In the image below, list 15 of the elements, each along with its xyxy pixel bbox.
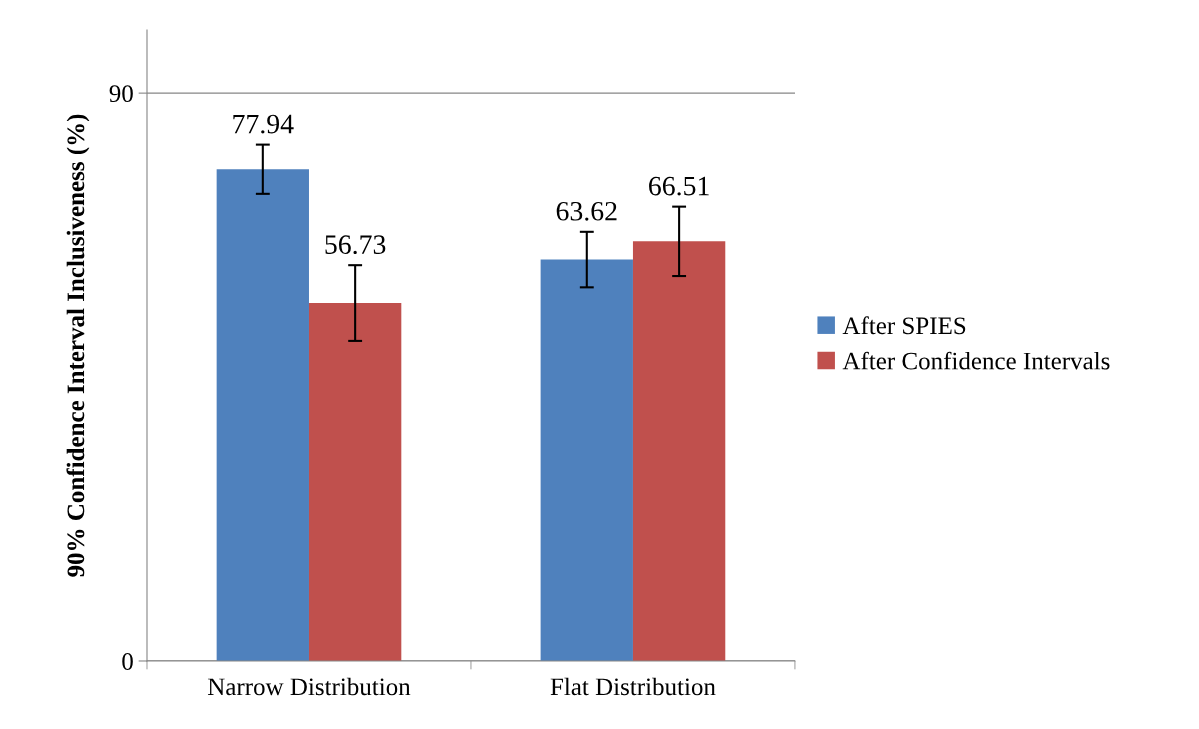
y-axis-title: 90% Confidence Interval Inclusiveness (%) <box>66 114 90 577</box>
x-tick-label: Flat Distribution <box>550 677 716 696</box>
legend-label: After SPIES <box>842 316 966 335</box>
bar <box>308 303 402 661</box>
legend-label: After Confidence Intervals <box>842 351 1110 370</box>
y-tick-label: 90 <box>109 85 133 103</box>
data-label: 63.62 <box>556 201 617 221</box>
y-tick-label: 0 <box>122 653 133 670</box>
data-label: 66.51 <box>649 176 709 196</box>
data-label: 56.73 <box>325 235 386 255</box>
bar <box>540 259 633 661</box>
bar <box>216 169 309 661</box>
x-tick-label: Narrow Distribution <box>207 677 411 696</box>
bar <box>632 241 726 661</box>
data-label: 77.94 <box>233 114 294 134</box>
